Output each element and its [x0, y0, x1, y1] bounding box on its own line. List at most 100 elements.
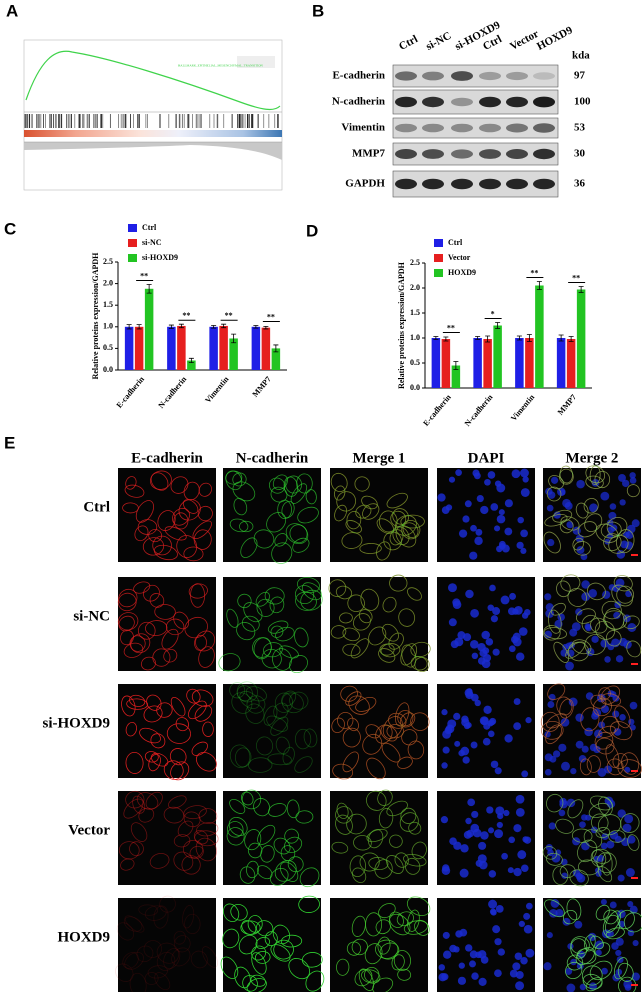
cell-outline [246, 860, 259, 879]
nucleus [618, 474, 626, 482]
cell-outline [226, 608, 239, 628]
y-axis-title: Relative proteins expression/GAPDH [397, 261, 406, 389]
cell-outline [542, 846, 558, 860]
cell-outline [595, 737, 615, 755]
nucleus [515, 807, 525, 817]
cell-outline [347, 717, 360, 732]
bar [556, 338, 566, 388]
protein-label: E-cadherin [332, 70, 385, 82]
nucleus [487, 604, 495, 611]
cell-outline [330, 625, 347, 639]
nucleus [631, 519, 640, 528]
cell-outline [236, 622, 256, 641]
legend-swatch [128, 254, 137, 262]
micrograph [540, 683, 642, 778]
cell-outline [594, 942, 611, 957]
cell-outline [586, 755, 601, 773]
nucleus [606, 840, 615, 849]
protein-label: GAPDH [345, 178, 385, 190]
cell-outline [266, 715, 289, 732]
nucleus [627, 524, 636, 534]
nucleus [514, 606, 523, 615]
band [506, 149, 528, 159]
y-tick-label: 0.5 [410, 358, 420, 367]
cell-outline [604, 910, 621, 933]
cell-outline [353, 613, 371, 631]
bar [535, 285, 544, 388]
nucleus [546, 932, 553, 939]
cell-outline [189, 845, 204, 859]
cell-outline [380, 643, 401, 658]
nucleus [482, 737, 491, 746]
cell-outline [598, 725, 616, 738]
cell-outline [178, 499, 201, 521]
nucleus [475, 528, 483, 536]
cell-outline [577, 521, 597, 538]
band [479, 123, 501, 133]
cell-outline [380, 724, 398, 742]
significance-label: ** [225, 311, 233, 320]
nucleus [606, 532, 614, 539]
x-tick-label: MMP7 [556, 393, 578, 417]
cell-outline [232, 481, 256, 502]
error-bar [146, 284, 152, 294]
cell-outline [184, 913, 201, 935]
cell-outline [566, 954, 583, 971]
cell-outline [124, 951, 144, 970]
cell-outline [571, 639, 592, 655]
panel-label: D [306, 221, 318, 240]
nucleus [546, 504, 554, 512]
cell-outline [604, 607, 625, 631]
micrograph-bg [118, 468, 216, 562]
cell-outline [342, 727, 361, 748]
cell-outline [543, 531, 561, 554]
x-tick-label: Vimentin [203, 374, 231, 405]
error-bar [136, 324, 142, 330]
cell-outline [378, 807, 394, 829]
cell-outline [617, 962, 634, 982]
cell-outline [592, 697, 612, 717]
cell-outline [244, 829, 262, 851]
cell-outline [410, 712, 430, 731]
cell-outline [149, 853, 170, 869]
legend-label: Ctrl [448, 238, 463, 247]
nucleus [463, 830, 472, 839]
cell-outline [260, 845, 275, 863]
cell-outline [194, 830, 219, 847]
cell-outline [156, 702, 173, 718]
nucleus [547, 538, 555, 547]
nucleus [490, 760, 499, 769]
nucleus [472, 828, 482, 838]
cell-outline [390, 510, 407, 527]
cell-outline [305, 970, 325, 992]
cell-outline [254, 951, 271, 964]
cell-outline [342, 643, 361, 657]
nucleus [624, 814, 634, 824]
cell-outline [579, 758, 592, 776]
cell-outline [626, 640, 642, 658]
cell-outline [163, 760, 184, 780]
cell-outline [273, 702, 289, 720]
cell-outline [595, 737, 615, 755]
cell-outline [601, 715, 620, 734]
cell-outline [268, 477, 286, 494]
cell-outline [377, 936, 391, 955]
nucleus [463, 633, 472, 642]
error-bar [178, 323, 184, 329]
cell-outline [241, 789, 262, 810]
bar [271, 348, 281, 370]
nucleus [503, 809, 510, 817]
nucleus [523, 924, 533, 934]
cell-outline [229, 518, 249, 533]
channel-header: N-cadherin [236, 450, 309, 466]
nucleus [487, 730, 495, 738]
nucleus [480, 956, 489, 964]
cell-outline [289, 691, 309, 710]
cell-outline [190, 950, 208, 969]
nucleus [459, 868, 469, 878]
cell-outline [163, 948, 181, 969]
cell-outline [540, 711, 560, 732]
cell-outline [414, 919, 430, 936]
cell-outline [181, 855, 201, 875]
